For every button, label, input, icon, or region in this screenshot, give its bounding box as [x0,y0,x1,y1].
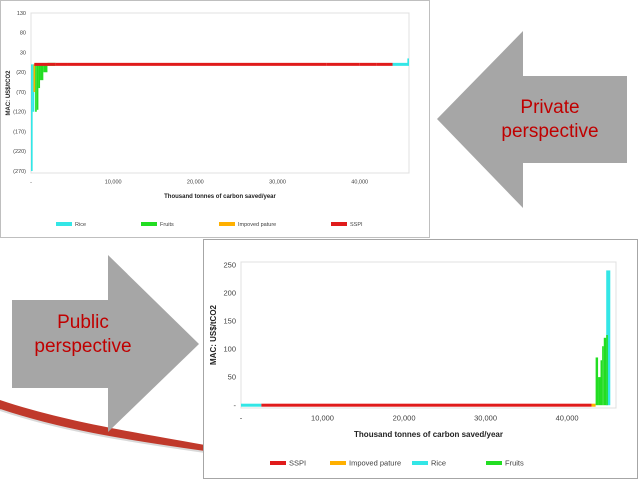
x-axis-title: Thousand tonnes of carbon saved/year [354,430,503,439]
bar-fruits [36,64,39,110]
legend-swatch [331,222,347,226]
legend-label: Rice [431,459,446,468]
private-perspective-label: Private perspective [484,96,616,144]
x-tick-label: 20,000 [187,180,204,186]
legend-swatch [270,461,286,465]
x-tick-label: 40,000 [556,414,579,423]
bar-fruits [595,357,599,406]
bar-impoved-pature [33,64,36,93]
bar-impoved-pature [591,403,596,407]
bar-sspi [67,62,327,66]
y-tick-label: (70) [16,90,26,96]
legend-label: Impoved pature [238,222,276,228]
legend-label: Rice [75,222,86,228]
bar-rice [392,62,409,66]
y-tick-label: 150 [223,317,236,326]
bar-fruits [35,64,37,112]
bar-rice [606,270,611,406]
legend-swatch [486,461,502,465]
legend-swatch [412,461,428,465]
private-label-line2: perspective [501,121,599,142]
public-perspective-label: Public perspective [12,311,154,359]
plot-area [240,261,617,409]
x-axis-title: Thousand tonnes of carbon saved/year [164,194,276,200]
y-tick-label: 130 [17,11,26,17]
legend-swatch [330,461,346,465]
public-label-line2: perspective [34,336,132,357]
y-tick-label: (20) [16,70,26,76]
legend-swatch [141,222,157,226]
legend-swatch [219,222,235,226]
x-tick-label: 20,000 [393,414,416,423]
legend-swatch [56,222,72,226]
bar-rice [31,64,33,172]
bar-fruits [40,64,44,81]
legend-label: SSPI [289,459,306,468]
plot-area [30,12,410,174]
bar-fruits [606,335,608,406]
y-tick-label: 80 [20,31,26,37]
bar-fruits [43,64,48,73]
bar-fruits [603,337,607,406]
private-label-line1: Private [520,97,580,118]
x-tick-label: 10,000 [311,414,334,423]
red-swoosh-curve [0,400,205,452]
bar-fruits [600,360,603,406]
bar-sspi [261,403,592,407]
bar-sspi [376,62,393,66]
y-tick-label: - [234,401,237,410]
bar-fruits [602,346,604,406]
y-tick-label: (120) [13,110,26,116]
y-tick-label: 100 [223,345,236,354]
y-tick-label: (170) [13,129,26,135]
x-tick-label: 10,000 [105,180,122,186]
legend-label: Fruits [505,459,524,468]
bar-rice [407,58,409,65]
public-chart-panel: - 50 100 150 200 250 - 10,000 20,000 30,000 40,000… [203,239,638,479]
y-tick-label: 200 [223,289,236,298]
bar-rice [241,403,262,407]
y-axis-title: MAC: US$/tCO2 [209,304,218,365]
y-tick-label: (220) [13,149,26,155]
y-tick-label: 250 [223,260,236,269]
private-mac-chart: 130 80 30 (20) (70) (120) (170) (220) (270)- 10,0… [6,11,410,228]
x-tick-label: - [240,414,243,423]
legend-label: Fruits [160,222,174,228]
x-tick-label: - [30,180,32,186]
bar-fruits [38,64,41,89]
bar-sspi [55,62,68,66]
legend-label: SSPI [350,222,363,228]
bar-fruits [598,377,601,406]
bar-sspi [34,62,56,66]
y-tick-label: (270) [13,169,26,175]
bar-sspi [359,62,377,66]
public-mac-chart: - 50 100 150 200 250 - 10,000 20,000 30,000 40,000… [209,260,617,468]
x-tick-label: 40,000 [351,180,368,186]
private-chart-panel: 130 80 30 (20) (70) (120) (170) (220) (270) - 10,0… [0,0,430,238]
y-axis-title: MAC: US$/tCO2 [6,70,12,116]
x-tick-label: 30,000 [269,180,286,186]
y-tick-label: 50 [228,373,236,382]
x-tick-label: 30,000 [474,414,497,423]
y-tick-label: 30 [20,50,26,56]
public-label-line1: Public [57,312,109,333]
legend-label: Impoved pature [349,459,401,468]
bar-sspi [326,62,360,66]
